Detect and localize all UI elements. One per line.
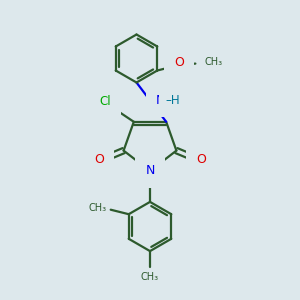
Text: N: N bbox=[156, 94, 165, 107]
Text: CH₃: CH₃ bbox=[88, 203, 106, 213]
Text: –H: –H bbox=[165, 94, 180, 107]
Text: N: N bbox=[145, 164, 155, 178]
Text: O: O bbox=[94, 153, 104, 166]
Text: CH₃: CH₃ bbox=[204, 57, 223, 67]
Text: O: O bbox=[174, 56, 184, 69]
Text: CH₃: CH₃ bbox=[141, 272, 159, 282]
Text: Cl: Cl bbox=[100, 95, 111, 108]
Text: O: O bbox=[196, 153, 206, 166]
